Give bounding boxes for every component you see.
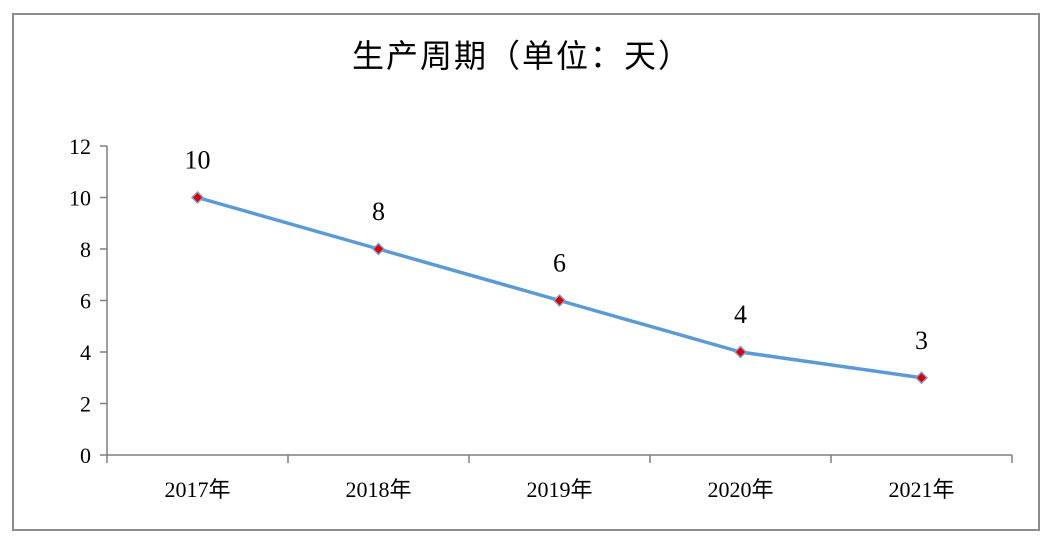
data-label: 3 — [915, 326, 928, 355]
y-tick-label: 0 — [80, 443, 91, 468]
data-label: 8 — [372, 197, 385, 226]
chart-frame — [12, 13, 1040, 531]
y-tick-label: 8 — [80, 237, 91, 262]
chart-title: 生产周期（单位：天） — [352, 37, 692, 75]
data-point-marker — [552, 293, 567, 308]
y-tick-label: 10 — [69, 186, 91, 211]
y-tick-label: 6 — [80, 289, 91, 314]
series-line-group: 10 8 6 4 3 — [185, 146, 929, 385]
data-point-marker — [733, 345, 748, 359]
x-tick-label: 2018年 — [345, 477, 411, 502]
x-tick-label: 2017年 — [164, 477, 230, 502]
y-tick-label: 4 — [80, 340, 91, 365]
data-label: 4 — [734, 300, 747, 329]
y-tick-label: 2 — [80, 392, 91, 417]
data-label: 6 — [553, 249, 566, 278]
x-tick-label: 2021年 — [888, 477, 954, 502]
y-tick-label: 12 — [69, 134, 91, 159]
x-tick-label: 2020年 — [707, 477, 773, 502]
x-tick-label: 2019年 — [526, 477, 592, 502]
data-point-marker — [190, 190, 205, 205]
axes: 0 2 4 6 8 10 12 2017年 2018年 2019年 2020年 2021年 — [69, 134, 1013, 502]
data-point-marker — [914, 371, 929, 385]
series-line — [197, 195, 922, 380]
data-label: 10 — [185, 146, 211, 175]
data-point-marker — [371, 242, 386, 256]
